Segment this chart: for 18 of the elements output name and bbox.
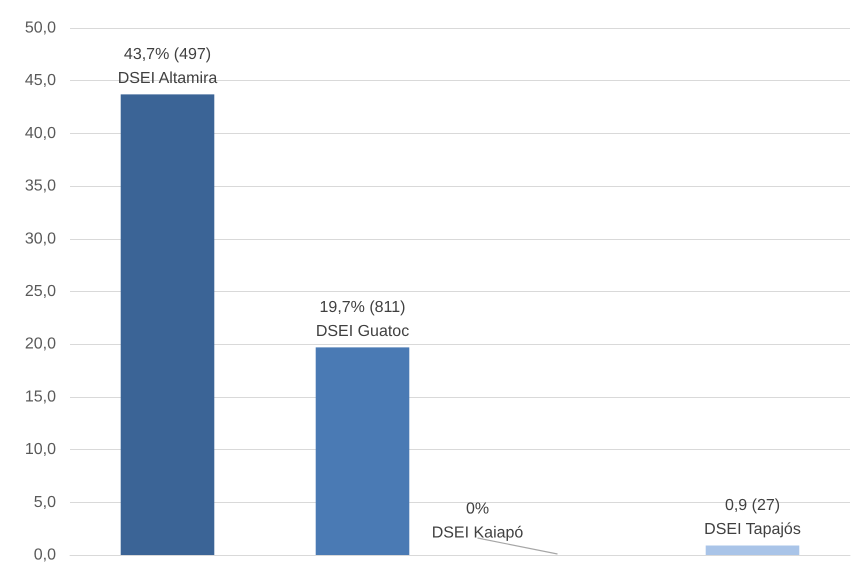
- y-tick-label: 30,0: [24, 230, 56, 248]
- y-tick-label: 25,0: [24, 283, 56, 300]
- data-label: 43,7% (497) DSEI Altamira: [118, 46, 218, 87]
- y-tick-label: 0,0: [34, 546, 56, 563]
- data-label: 19,7% (811) DSEI Guatoc: [316, 298, 410, 340]
- y-tick-label: 10,0: [24, 441, 56, 458]
- y-tick-label: 45,0: [24, 72, 56, 90]
- y-tick-label: 20,0: [24, 336, 56, 353]
- y-tick-label: 35,0: [24, 178, 56, 195]
- bar: [120, 94, 214, 555]
- bar: [706, 546, 800, 555]
- bar: [316, 347, 410, 555]
- y-tick-label: 15,0: [24, 388, 56, 406]
- y-tick-label: 50,0: [24, 20, 56, 36]
- data-label: 0% DSEI Kaiapó: [432, 500, 524, 542]
- data-label: 0,9 (27) DSEI Tapajós: [704, 497, 801, 538]
- y-tick-label: 40,0: [24, 124, 56, 142]
- y-tick-label: 5,0: [34, 494, 56, 511]
